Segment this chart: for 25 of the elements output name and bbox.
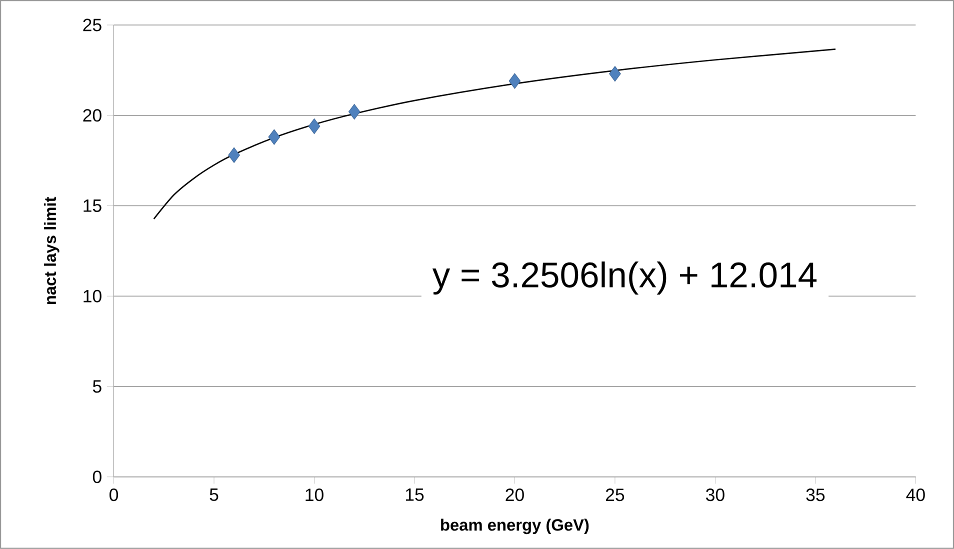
- x-tick-label: 40: [906, 488, 925, 502]
- x-tick-label: 15: [406, 488, 424, 501]
- y-axis-title: nact lays limit: [44, 196, 60, 304]
- point: [508, 73, 521, 89]
- y-tick-label: 10: [84, 290, 102, 302]
- point: [228, 147, 240, 163]
- y-tick-label: 0: [92, 470, 102, 484]
- y-tick-label: 25: [83, 18, 102, 32]
- point: [609, 66, 621, 82]
- y-tick-label: 15: [84, 200, 102, 212]
- x-tick-label: 10: [306, 488, 324, 502]
- point: [308, 118, 320, 134]
- y-tick-label: 5: [92, 380, 102, 393]
- y-tick-label: 20: [83, 109, 102, 122]
- point: [268, 129, 280, 145]
- line-series: [153, 48, 836, 220]
- annotation: y = 3.2506ln(x) + 12.014: [432, 262, 817, 295]
- x-tick-label: 5: [210, 488, 218, 501]
- x-tick-label: 20: [506, 488, 524, 502]
- x-tick-label: 35: [806, 488, 825, 502]
- x-tick-label: 25: [606, 488, 624, 502]
- x-axis-title: beam energy (GeV): [441, 518, 589, 534]
- point: [348, 104, 360, 120]
- x-tick-label: 30: [706, 488, 724, 502]
- x-tick-label: 0: [110, 488, 118, 502]
